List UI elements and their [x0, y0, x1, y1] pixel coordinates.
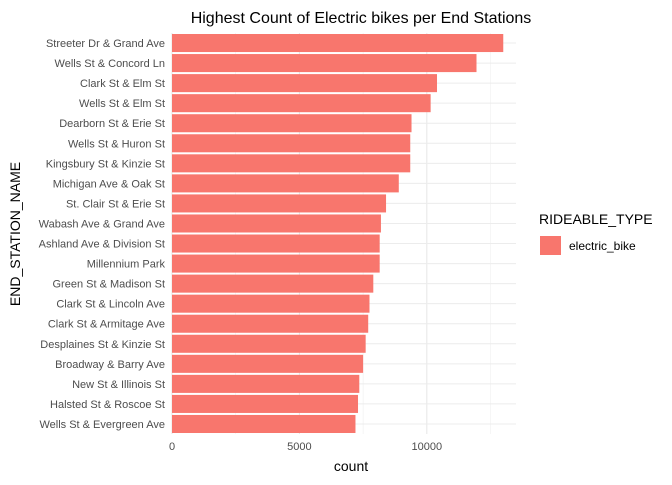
y-tick-label: Wells St & Evergreen Ave — [39, 419, 165, 431]
bar — [172, 94, 431, 113]
y-tick-label: Clark St & Elm St — [80, 78, 165, 90]
bar — [172, 394, 359, 413]
bar — [172, 154, 411, 173]
y-tick-label: Ashland Ave & Division St — [39, 239, 165, 251]
x-tick-labels: 0 5000 10000 — [169, 441, 442, 453]
bar — [172, 374, 360, 393]
x-tick-label: 5000 — [287, 441, 311, 453]
y-tick-label: Michigan Ave & Oak St — [53, 178, 165, 190]
y-tick-label: Millennium Park — [87, 259, 166, 271]
y-tick-label: Dearborn St & Erie St — [59, 118, 165, 130]
grid-layer — [171, 33, 516, 434]
bar — [172, 314, 369, 333]
bar — [172, 294, 370, 313]
y-tick-label: Broadway & Barry Ave — [55, 359, 165, 371]
legend-title: RIDEABLE_TYPE — [539, 211, 653, 227]
y-tick-label: Wabash Ave & Grand Ave — [39, 218, 165, 230]
y-tick-labels: Streeter Dr & Grand Ave Wells St & Concor… — [39, 38, 166, 431]
y-tick-label: Clark St & Lincoln Ave — [56, 299, 165, 311]
y-axis-label: END_STATION_NAME — [7, 162, 23, 306]
bar — [172, 74, 438, 93]
bar — [172, 54, 477, 73]
legend-label-electric-bike: electric_bike — [569, 239, 636, 253]
bar — [172, 354, 364, 373]
bar — [172, 214, 381, 233]
y-tick-label: St. Clair St & Erie St — [66, 198, 165, 210]
chart-title: Highest Count of Electric bikes per End … — [191, 10, 532, 27]
y-tick-label: New St & Illinois St — [72, 379, 165, 391]
x-tick-label: 10000 — [412, 441, 443, 453]
y-tick-label: Clark St & Armitage Ave — [48, 319, 165, 331]
bar — [172, 274, 374, 293]
y-tick-label: Halsted St & Roscoe St — [50, 399, 165, 411]
bar — [172, 194, 387, 213]
y-tick-label: Wells St & Concord Ln — [55, 58, 165, 70]
legend-key-electric-bike — [540, 236, 561, 255]
x-axis-label: count — [334, 458, 368, 474]
bar-layer — [172, 34, 504, 433]
bar — [172, 414, 356, 433]
bar — [172, 174, 399, 193]
y-tick-label: Green St & Madison St — [53, 279, 166, 291]
legend: RIDEABLE_TYPE electric_bike — [539, 211, 653, 255]
y-tick-label: Streeter Dr & Grand Ave — [46, 38, 165, 50]
y-tick-label: Desplaines St & Kinzie St — [40, 339, 165, 351]
bar — [172, 134, 411, 153]
y-tick-label: Kingsbury St & Kinzie St — [46, 158, 165, 170]
y-tick-label: Wells St & Elm St — [79, 98, 165, 110]
x-tick-label: 0 — [169, 441, 175, 453]
bar — [172, 234, 380, 253]
bar — [172, 114, 412, 133]
bar — [172, 254, 380, 273]
bar — [172, 34, 504, 53]
y-tick-label: Wells St & Huron St — [68, 138, 165, 150]
bar — [172, 334, 366, 353]
